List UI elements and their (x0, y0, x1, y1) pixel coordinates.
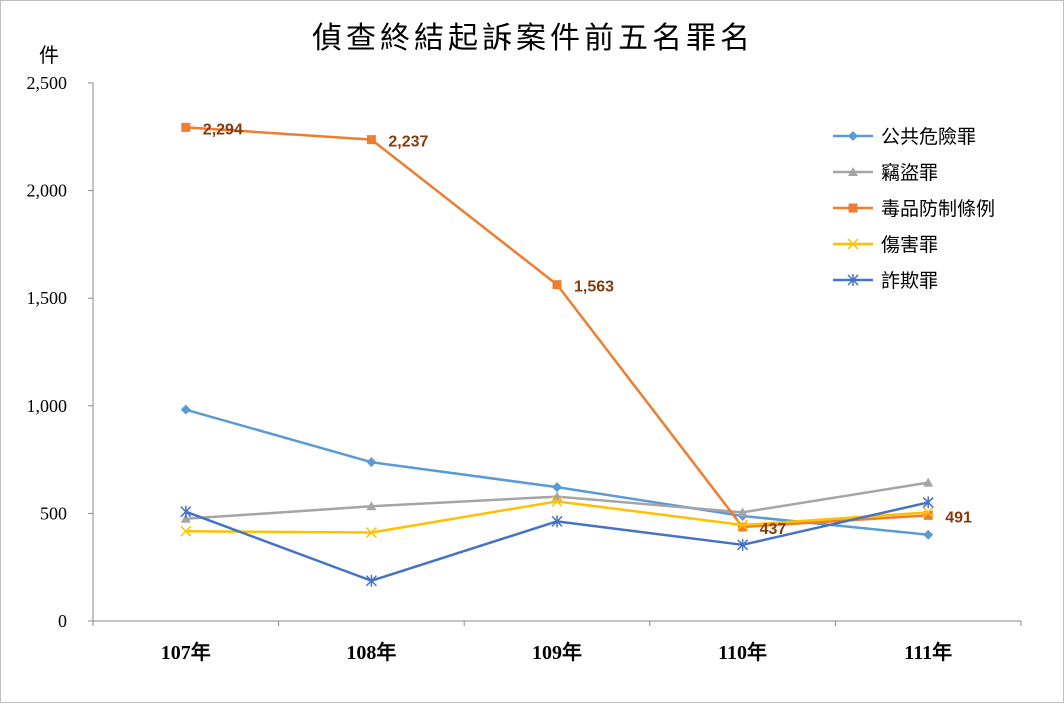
data-point-marker (922, 496, 934, 509)
data-point-marker (923, 510, 933, 520)
x-tick-label: 110年 (718, 640, 767, 664)
data-point-marker (737, 519, 749, 531)
x-tick-label: 109年 (532, 640, 582, 664)
x-tick-label: 107年 (161, 640, 211, 664)
data-point-marker (366, 501, 377, 511)
data-point-marker (180, 513, 191, 523)
data-point-marker (552, 280, 562, 290)
x-tick-label: 108年 (346, 640, 396, 664)
data-label: 2,237 (388, 134, 428, 151)
chart-title: 偵查終結起訴案件前五名罪名 (312, 21, 754, 56)
data-point-marker (181, 122, 191, 132)
x-tick-label: 111年 (904, 640, 952, 664)
data-point-marker (923, 477, 934, 487)
legend-label: 公共危險罪 (881, 126, 976, 148)
data-point-marker (922, 506, 934, 518)
data-point-marker (551, 495, 563, 507)
legend-marker (848, 167, 858, 176)
data-point-marker (365, 574, 377, 587)
data-point-marker (180, 404, 191, 415)
data-point-marker (738, 522, 748, 532)
y-tick-label: 2,000 (27, 181, 68, 201)
legend-marker (848, 203, 858, 213)
series-line-4 (185, 501, 929, 583)
data-point-marker (552, 482, 562, 493)
y-axis-unit-label: 件 (39, 43, 59, 67)
legend-label: 毒品防制條例 (881, 198, 995, 220)
legend-marker (847, 274, 859, 286)
legend-marker (847, 238, 859, 250)
data-label: 2,294 (203, 121, 243, 138)
data-point-marker (366, 135, 376, 145)
data-point-marker (180, 525, 192, 537)
data-label: 1,563 (574, 279, 614, 296)
y-tick-label: 0 (58, 611, 67, 631)
legend-marker (848, 131, 858, 141)
legend-label: 傷害罪 (881, 234, 938, 256)
data-label: 437 (760, 521, 787, 538)
data-point-marker (737, 538, 749, 551)
y-tick-label: 500 (40, 503, 67, 523)
y-tick-label: 2,500 (27, 73, 68, 93)
legend-label: 詐欺罪 (881, 270, 938, 292)
series-line-2 (185, 126, 929, 529)
data-point-marker (551, 515, 563, 528)
data-point-marker (180, 505, 192, 518)
data-point-marker (923, 529, 934, 540)
legend-label: 竊盜罪 (881, 162, 938, 184)
data-point-marker (366, 457, 377, 468)
data-label: 491 (945, 509, 972, 526)
y-tick-label: 1,000 (27, 396, 68, 416)
data-point-marker (365, 527, 377, 539)
data-point-marker (737, 507, 748, 517)
y-tick-label: 1,500 (27, 288, 68, 308)
